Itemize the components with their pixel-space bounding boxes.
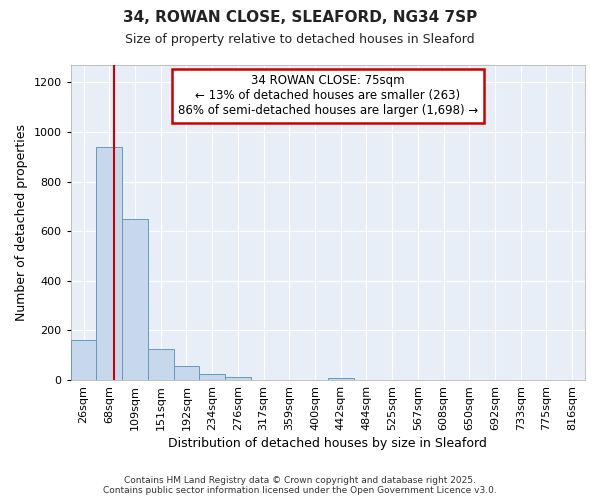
Bar xyxy=(328,378,353,380)
Text: Contains HM Land Registry data © Crown copyright and database right 2025.
Contai: Contains HM Land Registry data © Crown c… xyxy=(103,476,497,495)
Bar xyxy=(199,374,225,380)
Bar xyxy=(97,147,122,380)
Y-axis label: Number of detached properties: Number of detached properties xyxy=(15,124,28,321)
Text: Size of property relative to detached houses in Sleaford: Size of property relative to detached ho… xyxy=(125,32,475,46)
Bar xyxy=(148,349,173,380)
Text: 34 ROWAN CLOSE: 75sqm
← 13% of detached houses are smaller (263)
86% of semi-det: 34 ROWAN CLOSE: 75sqm ← 13% of detached … xyxy=(178,74,478,118)
Bar xyxy=(122,219,148,380)
Text: 34, ROWAN CLOSE, SLEAFORD, NG34 7SP: 34, ROWAN CLOSE, SLEAFORD, NG34 7SP xyxy=(123,10,477,25)
Bar xyxy=(225,377,251,380)
Bar xyxy=(71,340,97,380)
Bar xyxy=(173,366,199,380)
X-axis label: Distribution of detached houses by size in Sleaford: Distribution of detached houses by size … xyxy=(169,437,487,450)
